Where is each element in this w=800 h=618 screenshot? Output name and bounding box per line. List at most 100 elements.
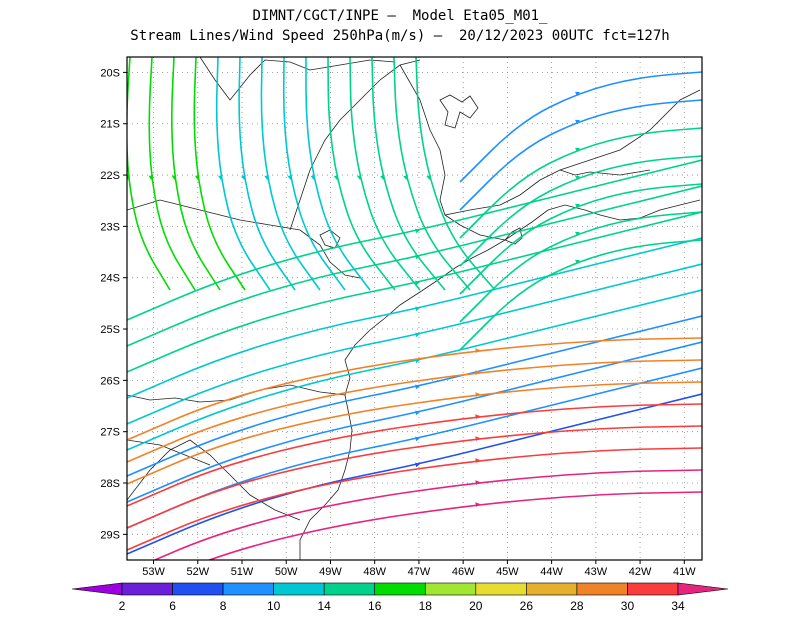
colorbar-segment — [172, 582, 224, 596]
streamline-arrow — [475, 436, 480, 441]
colorbar-label: 2 — [119, 599, 126, 613]
streamline-arrow — [171, 175, 177, 180]
streamline-arrow — [415, 254, 420, 260]
streamline — [127, 337, 702, 441]
streamline — [152, 469, 702, 560]
streamline — [459, 99, 702, 211]
streamline — [127, 185, 702, 347]
streamline — [238, 57, 296, 291]
streamline-arrow — [380, 175, 385, 180]
streamline-arrow — [575, 259, 580, 265]
graticule — [127, 57, 702, 560]
streamline-arrow — [475, 502, 480, 507]
streamline-arrow — [575, 231, 580, 237]
streamline — [393, 57, 471, 291]
lon-tick-label: 47W — [408, 566, 431, 578]
streamline — [127, 447, 702, 551]
streamline — [127, 425, 702, 529]
streamline — [282, 57, 346, 291]
streamline — [148, 57, 196, 291]
state-border — [399, 64, 701, 216]
streamline — [207, 491, 702, 560]
streamline — [127, 289, 702, 451]
streamline — [127, 403, 702, 507]
lon-tick-label: 46W — [452, 566, 475, 578]
state-border — [127, 384, 346, 403]
colorbar-segment — [374, 582, 426, 596]
lat-tick-label: 20S — [100, 67, 120, 79]
streamline — [459, 211, 702, 323]
streamline — [127, 359, 702, 463]
streamline — [305, 57, 371, 291]
colorbar-label: 6 — [169, 599, 176, 613]
colorbar-segment — [323, 582, 376, 596]
streamline — [127, 211, 702, 373]
streamline-arrow — [310, 175, 316, 180]
lon-tick-label: 48W — [363, 566, 386, 578]
colorbar-min-arrow — [71, 582, 123, 596]
streamline-arrow — [356, 175, 362, 180]
streamline-arrow — [575, 175, 580, 181]
streamline — [127, 341, 702, 503]
streamline — [127, 57, 171, 291]
streamline-arrow — [575, 203, 580, 209]
lon-tick-label: 50W — [275, 566, 298, 578]
streamline-arrow — [426, 175, 432, 180]
lon-tick-label: 43W — [585, 566, 608, 578]
state-border — [289, 59, 421, 231]
streamline-arrow — [127, 175, 131, 180]
streamline-arrow — [403, 175, 409, 180]
colorbar-max-arrow — [677, 582, 729, 596]
state-border — [199, 57, 396, 101]
streamline-arrow — [287, 175, 293, 180]
lon-tick-label: 51W — [231, 566, 254, 578]
streamlines — [127, 57, 702, 560]
streamline — [459, 71, 702, 183]
streamline-arrow — [333, 175, 339, 180]
streamline — [459, 183, 702, 295]
lat-tick-label: 24S — [100, 273, 120, 285]
streamline — [371, 57, 446, 291]
header-line-1: DIMNT/CGCT/INPE – Model Eta05_M01_ — [252, 8, 548, 24]
lon-tick-label: 42W — [629, 566, 652, 578]
colorbar-label: 16 — [368, 599, 382, 613]
streamline-arrow — [415, 436, 420, 442]
streamline — [215, 57, 271, 291]
streamline-arrow — [575, 91, 580, 97]
streamline — [127, 381, 702, 485]
streamline — [127, 393, 702, 555]
streamline-arrow — [475, 392, 480, 397]
colorbar-label: 18 — [419, 599, 433, 613]
colorbar-label: 34 — [671, 599, 685, 613]
streamline-arrow — [415, 384, 420, 390]
colorbar-label: 28 — [570, 599, 584, 613]
lon-tick-label: 52W — [186, 566, 209, 578]
streamline — [260, 57, 321, 291]
lat-tick-label: 22S — [100, 170, 120, 182]
streamline-arrow — [575, 147, 580, 153]
streamline-arrow — [415, 280, 420, 286]
streamline-arrow — [475, 480, 480, 485]
colorbar-label: 20 — [469, 599, 483, 613]
state-border — [127, 199, 361, 279]
streamline — [171, 57, 221, 291]
lat-tick-label: 25S — [100, 324, 120, 336]
streamline-arrow — [264, 175, 270, 180]
streamline-arrow — [475, 348, 480, 353]
streamline-arrow — [475, 458, 480, 463]
lat-tick-label: 27S — [100, 427, 120, 439]
colorbar-segment — [576, 582, 628, 596]
streamline — [327, 57, 396, 291]
streamline-arrow — [218, 175, 223, 180]
lon-tick-label: 44W — [540, 566, 563, 578]
state-border — [559, 169, 651, 176]
streamline-arrow — [415, 228, 420, 234]
reservoir — [439, 94, 479, 129]
colorbar-segment — [222, 582, 274, 596]
colorbar-label: 10 — [267, 599, 281, 613]
streamline — [193, 57, 246, 291]
colorbar: 2 6 8 10 14 16 18 20 26 28 30 34 — [71, 582, 729, 613]
colorbar-segment — [475, 582, 527, 596]
colorbar-label: 26 — [520, 599, 534, 613]
